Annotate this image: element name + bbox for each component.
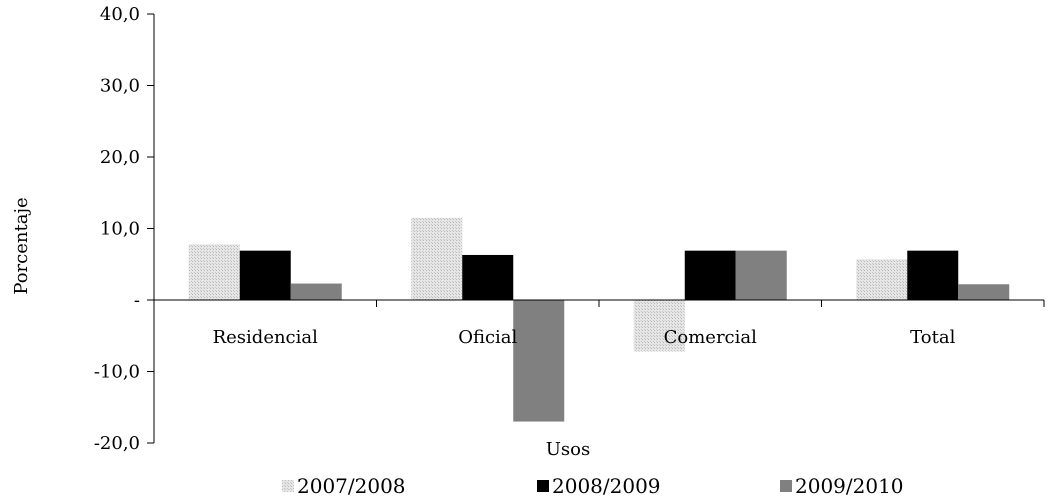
bar-2009-2010-total [958, 284, 1010, 300]
bar-2007-2008-residencial [188, 244, 240, 300]
bar-2007-2008-total [856, 259, 908, 300]
legend-label-2008-2009: 2008/2009 [552, 474, 661, 498]
legend: 2007/2008 2008/2009 2009/2010 [282, 474, 904, 498]
bar-2007-2008-oficial [411, 217, 463, 300]
legend-label-2009-2010: 2009/2010 [795, 474, 904, 498]
legend-label-2007-2008: 2007/2008 [297, 474, 406, 498]
bar-2009-2010-oficial [513, 300, 565, 422]
bar-2009-2010-residencial [290, 283, 342, 300]
category-label-residencial: Residencial [213, 327, 319, 348]
bar-2008-2009-total [907, 250, 959, 300]
x-axis-title: Usos [546, 439, 590, 460]
y-tick-label: 20,0 [100, 147, 140, 168]
category-label-comercial: Comercial [664, 327, 758, 348]
y-tick-label: 30,0 [100, 76, 140, 97]
y-tick-label: 10,0 [100, 219, 140, 240]
y-tick-label: - [134, 290, 140, 311]
category-label-oficial: Oficial [458, 327, 517, 348]
y-axis-title: Porcentaje [11, 197, 32, 294]
bar-2007-2008-comercial [633, 300, 685, 352]
legend-swatch-2009-2010 [780, 480, 792, 492]
category-label-total: Total [910, 327, 955, 348]
bar-2008-2009-comercial [684, 250, 736, 300]
bar-2008-2009-residencial [239, 250, 291, 300]
bar-2008-2009-oficial [462, 254, 514, 300]
y-tick-label: -10,0 [94, 362, 140, 383]
legend-swatch-2007-2008 [282, 480, 294, 492]
y-tick-label: 40,0 [100, 4, 140, 25]
bar-2009-2010-comercial [735, 250, 787, 300]
y-tick-label: -20,0 [94, 433, 140, 454]
legend-swatch-2008-2009 [537, 480, 549, 492]
